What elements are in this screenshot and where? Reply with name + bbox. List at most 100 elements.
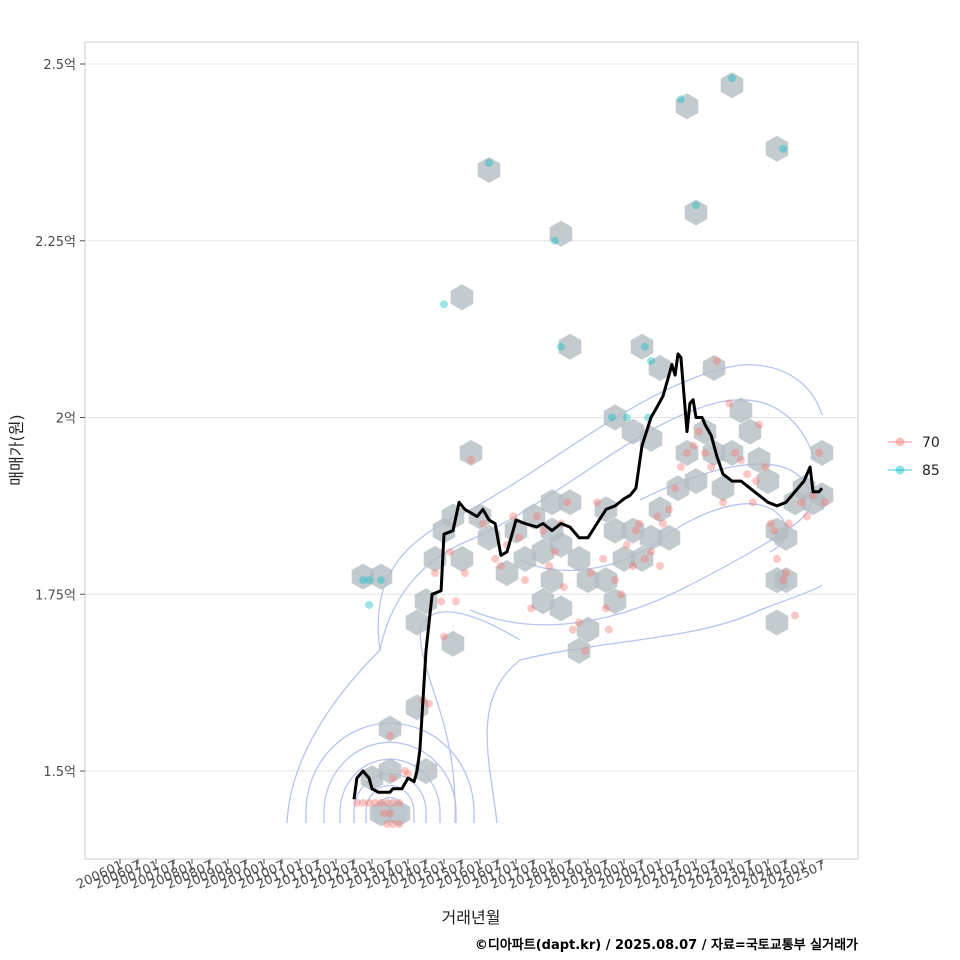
point-70 <box>629 561 637 570</box>
point-70 <box>761 462 770 471</box>
point-70 <box>671 484 680 493</box>
point-70 <box>784 519 793 528</box>
hexbin-cell <box>702 355 726 381</box>
point-85 <box>692 201 700 210</box>
point-70 <box>647 547 655 556</box>
hexbin-cell <box>558 333 582 360</box>
point-70 <box>676 462 685 471</box>
hexbin-cell <box>405 609 429 636</box>
point-70 <box>752 477 761 486</box>
point-70 <box>437 597 446 606</box>
hexbin-cell <box>756 468 780 495</box>
point-70 <box>730 448 739 457</box>
hexbin-cell <box>765 135 789 162</box>
hexbin-cell <box>468 503 492 530</box>
point-85 <box>608 413 617 422</box>
point-70 <box>809 491 817 500</box>
point-70 <box>581 646 590 655</box>
point-70 <box>365 798 374 807</box>
point-70 <box>383 820 392 829</box>
point-70 <box>791 611 799 620</box>
point-70 <box>383 798 392 807</box>
trend-line-path <box>352 352 824 800</box>
hexbin-cell <box>369 563 393 590</box>
point-70 <box>593 498 601 507</box>
hexbin-cell <box>558 489 582 516</box>
point-70 <box>467 455 475 464</box>
hexbin-cell <box>639 524 663 551</box>
hexbin-cell <box>729 397 753 424</box>
hexbin-cell <box>675 439 699 466</box>
point-85 <box>359 576 367 585</box>
point-70 <box>388 774 397 783</box>
hexbin-cell <box>720 72 744 99</box>
density-contour <box>419 611 521 824</box>
hexbin-cell <box>684 199 708 226</box>
y-tick-label: 2억 <box>56 412 76 427</box>
y-tick-label: 2.25억 <box>35 235 76 250</box>
point-85 <box>365 576 374 585</box>
density-contour <box>379 399 816 651</box>
point-70 <box>563 498 572 507</box>
y-tick-label: 2.5억 <box>43 58 76 73</box>
point-70 <box>653 512 662 521</box>
hexbin-cell <box>621 517 645 544</box>
point-85 <box>485 158 493 167</box>
hexbin-cell <box>567 637 591 664</box>
point-70 <box>815 448 824 457</box>
point-70 <box>797 498 806 507</box>
hexbin-cell <box>810 439 834 466</box>
hexbin-cell <box>378 715 402 742</box>
point-85 <box>377 576 385 585</box>
hexbin-cell <box>414 758 438 784</box>
point-70 <box>611 576 619 585</box>
point-70 <box>656 561 664 570</box>
point-70 <box>568 625 577 634</box>
point-70 <box>514 533 523 542</box>
hexbin-cell <box>459 439 483 466</box>
hexbin-cell <box>549 595 573 622</box>
hexbin-cell <box>441 630 465 657</box>
point-70 <box>694 427 703 436</box>
point-85 <box>640 342 649 351</box>
point-70 <box>386 809 394 818</box>
point-85 <box>365 600 374 609</box>
hexbin-cell <box>360 765 384 792</box>
point-70 <box>779 576 788 585</box>
hexbin-cell <box>648 496 672 523</box>
legend: 70 85 <box>888 435 940 479</box>
hexbin-cell <box>603 588 627 615</box>
x-axis: 2006012006072007012007072008012008072009… <box>74 858 827 893</box>
point-70 <box>379 809 388 818</box>
legend-key-point <box>895 465 905 475</box>
point-70 <box>521 576 529 585</box>
point-70 <box>712 356 721 365</box>
y-tick-label: 1.5억 <box>43 765 76 780</box>
y-axis-title: 매매가(원) <box>7 414 26 485</box>
point-70 <box>725 399 734 408</box>
point-70 <box>707 462 716 471</box>
hexbin-cell <box>513 545 537 572</box>
point-70 <box>622 540 631 549</box>
point-70 <box>658 519 667 528</box>
point-70 <box>617 590 626 599</box>
point-85 <box>622 413 631 422</box>
point-70 <box>586 569 595 578</box>
legend-key-point <box>895 437 905 447</box>
hexbin-cell <box>594 567 618 594</box>
hexbin-layer <box>351 72 834 827</box>
x-axis-title: 거래년월 <box>442 908 501 927</box>
point-70 <box>431 569 439 578</box>
point-70 <box>395 820 403 829</box>
hexbin-cell <box>747 446 771 473</box>
point-70 <box>766 519 775 528</box>
point-70 <box>359 798 367 807</box>
point-70 <box>451 597 460 606</box>
hexbin-cell <box>657 524 681 551</box>
hexbin-cell <box>477 524 501 551</box>
point-70 <box>550 547 559 556</box>
point-70 <box>388 820 397 829</box>
density-contour <box>365 784 415 823</box>
point-70 <box>388 798 397 807</box>
